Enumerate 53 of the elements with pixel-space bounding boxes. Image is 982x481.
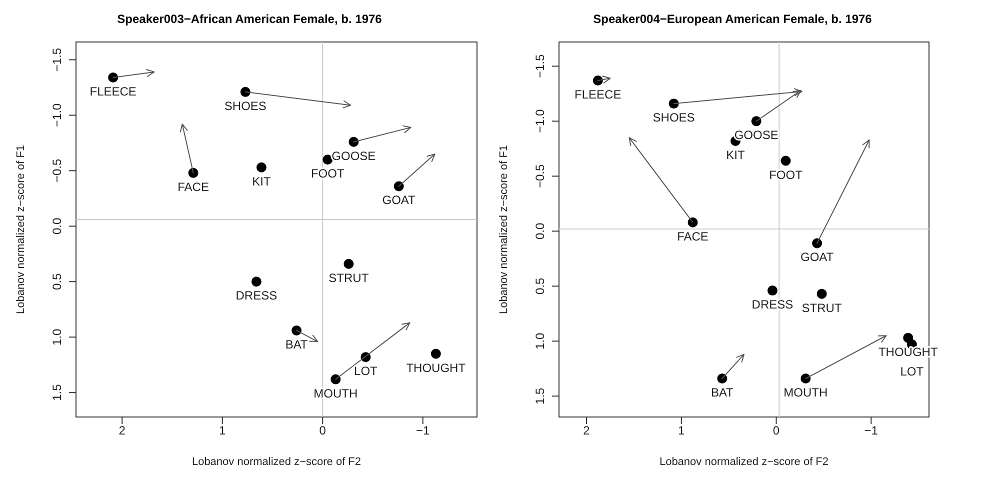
y-tick-label: −0.5: [533, 164, 547, 188]
x-tick-label: 2: [583, 424, 590, 438]
annotation: GOOSE: [332, 148, 376, 163]
x-tick-label: 1: [219, 424, 226, 438]
x-tick-label: −1: [416, 424, 430, 438]
y-tick-label: 1.0: [533, 332, 547, 350]
annotation: FACE: [677, 229, 708, 244]
y-tick-label: 0.0: [533, 222, 547, 240]
annotation: FACE: [178, 180, 209, 194]
x-tick-label: 0: [319, 424, 326, 438]
annotation: BAT: [710, 386, 734, 400]
x-tick-label: 1: [678, 424, 686, 438]
y-tick-label: −0.5: [50, 158, 64, 183]
annotation: FLEECE: [574, 87, 622, 102]
y-tick-label: −1.5: [533, 54, 547, 78]
annotation: DRESS: [236, 288, 278, 303]
annotation: FOOT: [310, 166, 345, 181]
x-tick-label: 2: [118, 424, 126, 438]
annotation: GOAT: [382, 193, 416, 208]
annotation: DRESS: [752, 298, 794, 312]
chart-title: Speaker003−African American Female, b. 1976: [116, 11, 383, 28]
x-axis-title: Lobanov normalized z−score of F2: [192, 456, 362, 468]
annotation: STRUT: [328, 270, 370, 285]
y-axis-title: Lobanov normalized z−score of F1: [14, 144, 27, 314]
y-tick-label: 1.5: [533, 387, 547, 404]
annotation: STRUT: [802, 300, 842, 315]
annotation: KIT: [252, 174, 272, 188]
x-tick-label: 0: [772, 424, 780, 438]
annotation: GOOSE: [734, 128, 778, 142]
annotation: THOUGHT: [406, 360, 466, 375]
annotation: BAT: [285, 337, 308, 352]
y-tick-label: 1.0: [50, 328, 64, 346]
chart-title: Speaker004−European American Female, b. 1976: [592, 11, 873, 28]
annotation: MOUTH: [314, 386, 358, 400]
y-tick-label: 0.5: [533, 277, 547, 294]
y-tick-label: −1.0: [50, 103, 64, 128]
annotation: SHOES: [652, 110, 695, 125]
y-tick-label: −1.5: [50, 48, 64, 72]
annotation: GOAT: [800, 250, 834, 264]
y-tick-label: 1.5: [50, 384, 64, 401]
x-tick-label: −1: [864, 424, 878, 438]
annotation: LOT: [900, 364, 924, 378]
annotation: SHOES: [224, 98, 266, 113]
y-tick-label: −1.0: [533, 109, 547, 134]
y-tick-label: 0.5: [50, 272, 64, 290]
annotation: LOT: [354, 364, 378, 378]
y-tick-label: 0.0: [50, 218, 64, 235]
y-axis-title: Lobanov normalized z−score of F1: [498, 144, 510, 314]
annotation: FLEECE: [90, 84, 136, 99]
annotation: FOOT: [769, 168, 804, 182]
x-axis-title: Lobanov normalized z−score of F2: [659, 456, 829, 468]
annotation: MOUTH: [784, 386, 828, 400]
annotation: KIT: [726, 148, 746, 162]
